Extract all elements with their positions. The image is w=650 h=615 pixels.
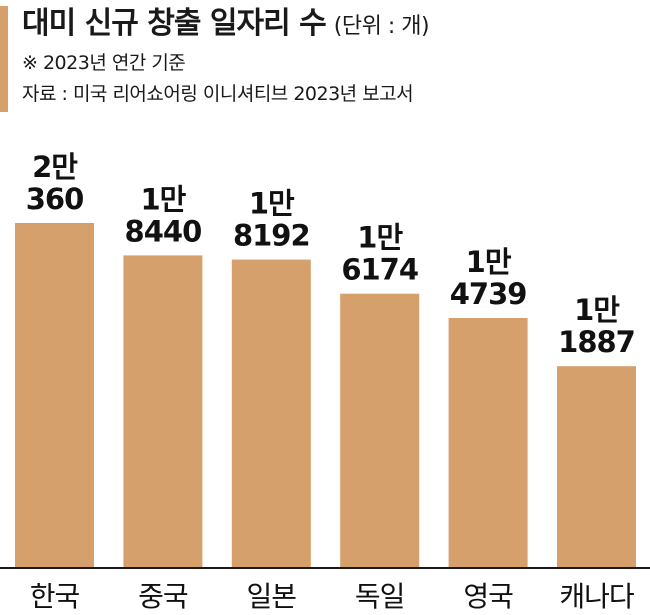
source-note: 자료 : 미국 리어쇼어링 이니셔티브 2023년 보고서 xyxy=(22,83,414,105)
basis-note: ※ 2023년 연간 기준 xyxy=(22,52,186,74)
bar-4 xyxy=(448,318,528,567)
category-label-4: 영국 xyxy=(463,580,513,613)
value-label-5-line-0: 1만 xyxy=(574,293,620,327)
value-label-2-line-1: 8192 xyxy=(233,219,310,253)
value-label-4-line-1: 4739 xyxy=(450,277,527,311)
bar-2 xyxy=(231,259,311,567)
category-label-5: 캐나다 xyxy=(559,580,634,613)
value-label-4-line-0: 1만 xyxy=(466,245,512,279)
unit-label: (단위 : 개) xyxy=(333,14,430,39)
header-accent-bar xyxy=(0,6,8,112)
category-label-3: 독일 xyxy=(355,580,405,613)
value-label-0-line-1: 360 xyxy=(26,182,84,216)
bar-3 xyxy=(340,293,420,567)
title-line: 대미 신규 창출 일자리 수 (단위 : 개) xyxy=(22,4,430,48)
category-label-0: 한국 xyxy=(30,580,80,613)
value-label-1-line-1: 8440 xyxy=(125,214,202,248)
value-label-0-line-0: 2만 xyxy=(32,150,78,184)
category-label-1: 중국 xyxy=(138,580,188,613)
value-label-1-line-0: 1만 xyxy=(140,182,186,216)
value-label-2-line-0: 1만 xyxy=(249,187,295,221)
category-label-2: 일본 xyxy=(247,580,297,613)
bar-5 xyxy=(557,366,636,567)
bar-1 xyxy=(123,255,203,567)
value-label-3-line-0: 1만 xyxy=(357,221,403,255)
chart-title: 대미 신규 창출 일자리 수 xyxy=(22,6,327,41)
chart-header: 대미 신규 창출 일자리 수 (단위 : 개) ※ 2023년 연간 기준 자료 … xyxy=(0,0,650,115)
value-label-3-line-1: 6174 xyxy=(341,253,418,287)
bar-0 xyxy=(15,223,94,567)
value-label-5-line-1: 1887 xyxy=(558,325,635,359)
